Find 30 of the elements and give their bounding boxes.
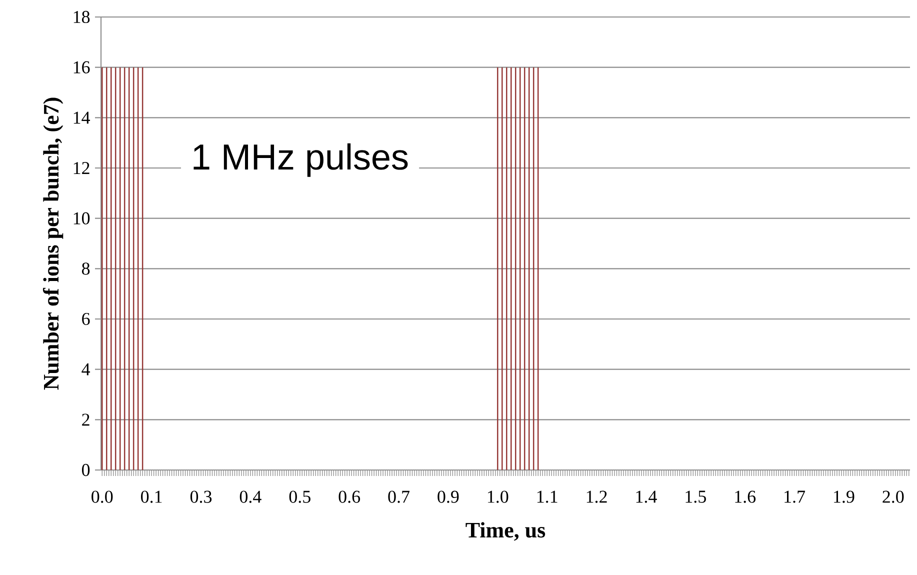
x-axis-title: Time, us bbox=[466, 522, 546, 541]
x-tick-label: 0.3 bbox=[190, 490, 212, 503]
x-tick-label: 1.5 bbox=[686, 490, 706, 503]
y-axis-title: Number of ions per bunch, (e7) bbox=[42, 98, 64, 390]
x-tick-label: 1.7 bbox=[784, 490, 806, 503]
annotation: 1 MHz pulses bbox=[194, 143, 408, 177]
y-tick-label: 8 bbox=[82, 262, 90, 275]
x-tick-label: 1.9 bbox=[834, 490, 854, 503]
y-tick-label: 4 bbox=[82, 363, 90, 376]
x-tick-label: 0.6 bbox=[338, 490, 360, 503]
y-tick-label: 0 bbox=[82, 464, 90, 476]
x-tick-label: 1.4 bbox=[636, 490, 657, 503]
x-tick-label: 2.0 bbox=[882, 490, 904, 503]
x-tick-label: 1.6 bbox=[735, 490, 756, 503]
x-tick-label: 0.1 bbox=[141, 490, 162, 503]
y-tick-label: 14 bbox=[74, 112, 90, 124]
y-tick-label: 6 bbox=[82, 312, 90, 326]
y-tick-label: 2 bbox=[82, 414, 90, 426]
x-tick-label: 0.4 bbox=[240, 490, 262, 503]
y-tick-label: 10 bbox=[74, 212, 90, 224]
x-tick-label: 1.2 bbox=[586, 490, 607, 503]
x-tick-label: 1.0 bbox=[488, 490, 508, 503]
x-tick-label: 0.7 bbox=[388, 490, 410, 503]
y-tick-label: 18 bbox=[74, 10, 90, 24]
x-tick-label: 1.1 bbox=[537, 490, 558, 503]
x-tick-label: 0.5 bbox=[289, 490, 310, 503]
x-tick-label: 0.0 bbox=[92, 490, 113, 503]
x-tick-label: 0.9 bbox=[438, 490, 459, 503]
y-tick-label: 16 bbox=[74, 61, 90, 74]
y-tick-label: 12 bbox=[74, 162, 90, 174]
